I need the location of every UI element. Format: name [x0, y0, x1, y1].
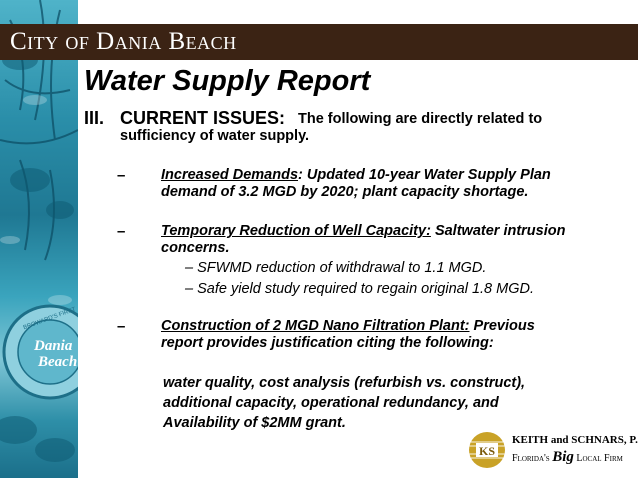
section-label: CURRENT ISSUES: [120, 108, 286, 128]
list-item-increased-demands: Increased Demands: Updated 10-year Water… [161, 167, 621, 201]
item-dash: – [117, 318, 126, 335]
item-heading: Increased Demands [161, 167, 299, 183]
item-text-line2: demand of 3.2 MGD by 2020; plant capacit… [161, 184, 529, 200]
seal-text-name-2: Beach [38, 354, 78, 370]
tagline-pre: Florida's [512, 453, 553, 464]
item-text-line1: Previous [469, 318, 535, 334]
sub-item-text: SFWMD reduction of withdrawal to 1.1 MGD… [197, 260, 487, 276]
city-seal [2, 304, 78, 400]
firm-logo: KS KEITH and SCHNARS, P.A. Florida's Big… [467, 430, 638, 470]
title-banner [0, 24, 638, 60]
sub-item-text: Safe yield study required to regain orig… [197, 281, 535, 297]
section-description: The following are directly related to [298, 111, 543, 127]
closing-line: Availability of $2MM grant. [163, 415, 346, 431]
firm-logo-mark-icon: KS [469, 432, 505, 468]
item-text-line2: report provides justification citing the… [161, 335, 494, 351]
firm-name: KEITH and SCHNARS, P.A. [512, 434, 638, 446]
tagline-big: Big [552, 449, 574, 465]
closing-paragraph: water quality, cost analysis (refurbish … [163, 373, 593, 433]
sub-item-dash: – [185, 281, 194, 297]
item-text-line2: concerns. [161, 240, 230, 256]
section-number: III. [84, 108, 105, 128]
sub-list-item: – Safe yield study required to regain or… [185, 281, 534, 298]
sub-list-item: – SFWMD reduction of withdrawal to 1.1 M… [185, 260, 486, 277]
closing-line: additional capacity, operational redunda… [163, 395, 499, 411]
sub-item-dash: – [185, 260, 194, 276]
palm-tree-photo [0, 0, 78, 462]
item-text-line1: Saltwater intrusion [430, 223, 566, 239]
list-item-well-capacity: Temporary Reduction of Well Capacity: Sa… [161, 223, 621, 257]
item-heading: Construction of 2 MGD Nano Filtration Pl… [161, 318, 470, 334]
firm-tagline: Florida's Big Local Firm [512, 450, 623, 466]
item-dash: – [117, 223, 126, 240]
logo-mark-text: KS [479, 444, 495, 458]
item-dash: – [117, 167, 126, 184]
decorative-photo-strip: BROWARD'S FIRST Dania Beach [0, 0, 78, 478]
item-heading-suffix: : [298, 167, 303, 183]
seal-text-name-1: Dania [34, 338, 73, 354]
report-title: Water Supply Report [84, 65, 371, 97]
item-text-line1: Updated 10-year Water Supply Plan [302, 167, 551, 183]
list-item-nano-filtration: Construction of 2 MGD Nano Filtration Pl… [161, 318, 621, 352]
tagline-post: Local Firm [573, 453, 623, 464]
item-heading: Temporary Reduction of Well Capacity: [161, 223, 431, 239]
closing-line: water quality, cost analysis (refurbish … [163, 375, 526, 391]
section-description-continued: sufficiency of water supply. [120, 128, 310, 144]
city-title: City of Dania Beach [10, 28, 237, 55]
